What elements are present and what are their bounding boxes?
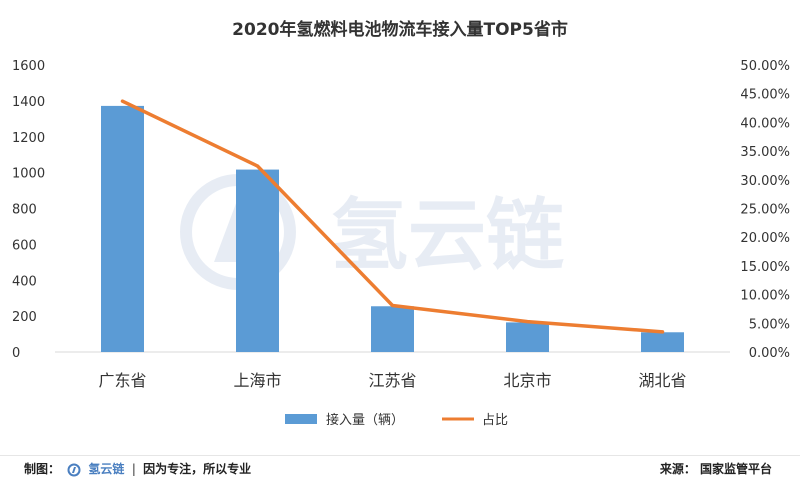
y-left-tick-label: 1400 — [12, 95, 45, 110]
y-left-tick-label: 1600 — [12, 59, 45, 74]
bar — [236, 169, 279, 352]
watermark-text: 氢云链 — [330, 191, 564, 281]
x-tick-label: 北京市 — [503, 371, 551, 390]
footer-separator: | — [131, 462, 136, 476]
x-tick-label: 广东省 — [98, 371, 146, 390]
legend: 接入量（辆） 占比 — [285, 412, 508, 428]
legend-bar-label: 接入量（辆） — [326, 412, 404, 428]
y-right-tick-label: 10.00% — [740, 289, 790, 304]
bar-series — [101, 105, 684, 353]
y-right-tick-label: 0.00% — [749, 346, 790, 361]
y-left-tick-label: 1200 — [12, 131, 45, 146]
x-tick-label: 湖北省 — [638, 371, 686, 390]
y-left-tick-label: 200 — [12, 310, 37, 325]
legend-bar-swatch — [285, 414, 317, 424]
line-point — [391, 304, 394, 308]
footer-logo-text: 氢云链 — [88, 462, 125, 476]
line-point — [121, 99, 124, 103]
line-point — [526, 320, 529, 324]
y-right-tick-label: 15.00% — [740, 260, 790, 275]
footer-logo-icon — [67, 463, 81, 476]
y-right-tick-label: 50.00% — [740, 59, 790, 74]
line-point — [256, 164, 259, 168]
y-left-tick-label: 1000 — [12, 167, 45, 182]
y-left-tick-label: 600 — [12, 238, 37, 253]
bar — [506, 322, 549, 352]
y-right-axis: 0.00% 5.00% 10.00% 15.00% 20.00% 25.00% 30.00%… — [740, 59, 790, 361]
bar — [101, 105, 144, 353]
y-right-tick-label: 40.00% — [740, 116, 790, 131]
line-point — [661, 330, 664, 334]
x-tick-label: 上海市 — [233, 371, 281, 390]
bar — [371, 306, 414, 352]
y-right-tick-label: 20.00% — [740, 231, 790, 246]
footer-source: 来源： 国家监管平台 — [659, 462, 772, 476]
y-left-tick-label: 800 — [12, 203, 37, 218]
footer: 制图： 氢云链 | 因为专注，所以专业 来源： 国家监管平台 — [0, 455, 800, 481]
footer-credit-label: 制图： — [24, 462, 61, 476]
footer-slogan: 因为专注，所以专业 — [143, 462, 252, 476]
chart-title: 2020年氢燃料电池物流车接入量TOP5省市 — [232, 19, 568, 40]
legend-line-label: 占比 — [482, 413, 508, 428]
y-left-axis: 0 200 400 600 800 1000 1200 1400 1600 — [12, 59, 45, 361]
y-right-tick-label: 35.00% — [740, 145, 790, 160]
y-left-tick-label: 400 — [12, 274, 37, 289]
x-axis: 广东省 上海市 江苏省 北京市 湖北省 — [98, 371, 686, 390]
y-right-tick-label: 45.00% — [740, 88, 790, 103]
line-series — [120, 99, 665, 334]
y-left-tick-label: 0 — [12, 346, 20, 361]
x-tick-label: 江苏省 — [368, 371, 416, 390]
y-right-tick-label: 30.00% — [740, 174, 790, 189]
y-right-tick-label: 5.00% — [749, 317, 790, 332]
y-right-tick-label: 25.00% — [740, 203, 790, 218]
bar — [641, 332, 684, 352]
footer-left: 制图： 氢云链 | 因为专注，所以专业 — [24, 460, 251, 477]
